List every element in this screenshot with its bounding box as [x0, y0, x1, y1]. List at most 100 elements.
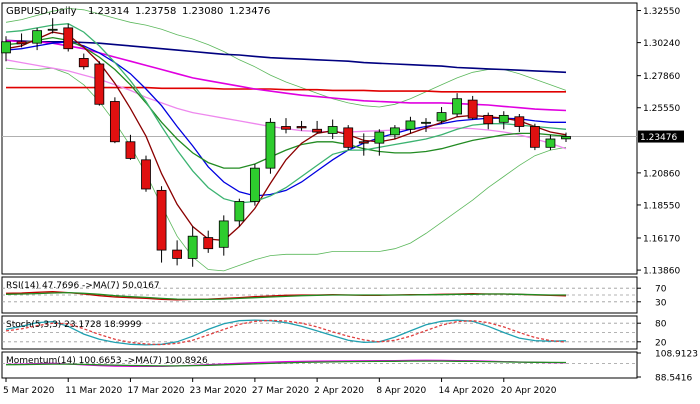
indicator-series — [5, 290, 567, 301]
candle — [343, 125, 354, 151]
sub-tick-label: 30 — [655, 298, 667, 308]
time-tick-label: 20 Apr 2020 — [501, 386, 557, 396]
indicator-series — [5, 319, 567, 346]
candle — [47, 18, 58, 34]
candle-body — [498, 114, 509, 123]
candle — [234, 198, 245, 227]
price-tick-label: 1.27860 — [643, 72, 680, 82]
candle-body — [296, 126, 307, 129]
candle — [296, 120, 307, 131]
price-tick-label: 1.23476 — [640, 133, 677, 143]
candle-body — [389, 127, 400, 136]
time-axis: 5 Mar 2020 11 Mar 2020 17 Mar 2020 23 Mar 2… — [3, 378, 557, 396]
candle-body — [109, 101, 120, 143]
candle-body — [529, 126, 540, 148]
candle — [405, 116, 416, 134]
candle-body — [561, 136, 571, 140]
candle — [483, 112, 494, 130]
stoch-legend: Stoch(5,3,3) 23.1728 18.9999 — [6, 320, 142, 330]
indicator-line — [5, 36, 567, 169]
candle — [561, 132, 571, 143]
price-tick-label: 1.13860 — [643, 267, 680, 277]
stoch-panel: 80 20 Stoch(5,3,3) 23.1728 18.9999 — [1, 315, 667, 350]
candle-body — [358, 141, 369, 144]
candle — [421, 118, 431, 133]
candle — [312, 120, 323, 134]
ohlc-value: 1.23314 — [88, 6, 129, 17]
stoch-levels — [2, 322, 637, 343]
candle-body — [187, 235, 198, 259]
candle — [94, 61, 105, 106]
sub-tick-label: 108.9123 — [655, 350, 698, 360]
candle — [452, 93, 463, 117]
candle — [249, 163, 260, 206]
candle — [156, 186, 167, 263]
candle — [436, 107, 447, 124]
ohlc-value: 1.23758 — [135, 6, 176, 17]
candle-body — [452, 98, 463, 115]
rsi-legend: RSI(14) 47.7696 ->MA(7) 50.0167 — [6, 281, 160, 291]
candle-body — [374, 131, 385, 144]
time-tick-label: 5 Mar 2020 — [3, 386, 55, 396]
candle-body — [249, 167, 260, 202]
candle — [203, 230, 214, 253]
price-axis: 1.32550 1.30240 1.27860 1.25550 1.23476 1.208… — [637, 7, 684, 277]
price-tick-label: 1.20860 — [643, 169, 680, 179]
candle-body — [172, 249, 183, 259]
momentum-panel: 108.9123 88.5416 Momentum(14) 100.6653 ->… — [1, 350, 698, 384]
candle-body — [312, 128, 323, 133]
candle-body — [141, 159, 151, 190]
candle — [32, 27, 43, 51]
price-tick-label: 1.25550 — [643, 104, 680, 114]
candle-body — [203, 237, 214, 250]
candle — [187, 226, 198, 267]
time-tick-label: 14 Apr 2020 — [439, 386, 495, 396]
indicator-series — [5, 319, 567, 346]
candle-body — [436, 112, 447, 122]
candlesticks — [1, 18, 571, 267]
sub-tick-label: 88.5416 — [655, 374, 692, 384]
candle — [172, 240, 183, 266]
candle — [265, 118, 276, 174]
candle-body — [78, 58, 89, 68]
candle — [218, 215, 229, 256]
indicator-series — [5, 360, 567, 367]
candle-body — [94, 63, 105, 105]
candle-body — [467, 99, 478, 119]
candle — [389, 125, 400, 139]
candle — [78, 53, 89, 70]
candle-body — [47, 28, 58, 31]
time-tick-label: 17 Mar 2020 — [127, 386, 184, 396]
time-tick-label: 23 Mar 2020 — [190, 386, 247, 396]
candle-body — [1, 41, 11, 54]
sub-tick-label: 20 — [655, 338, 667, 348]
candle-body — [125, 141, 136, 159]
candle-body — [405, 120, 416, 130]
candle — [514, 113, 525, 133]
candle — [529, 123, 540, 151]
candle — [545, 134, 556, 151]
bollinger-upper — [5, 7, 567, 108]
candle-body — [234, 201, 245, 222]
candle — [1, 36, 11, 62]
candle — [327, 119, 338, 139]
time-tick-label: 8 Apr 2020 — [376, 386, 426, 396]
price-tick-label: 1.16170 — [643, 235, 680, 245]
rsi-lines — [5, 290, 567, 301]
candle — [281, 118, 291, 134]
ohlc-value: 1.23476 — [229, 6, 270, 17]
price-tick-label: 1.32550 — [643, 7, 680, 17]
candle-body — [265, 121, 276, 169]
candle-body — [514, 116, 525, 127]
price-tick-label: 1.18550 — [643, 201, 680, 211]
candle — [141, 155, 151, 192]
candle-body — [32, 30, 43, 44]
ohlc-value: 1.23080 — [182, 6, 223, 17]
indicator-series — [5, 291, 566, 301]
chart-title: GBPUSD,Daily — [6, 6, 77, 17]
last-price-marker — [638, 130, 684, 143]
